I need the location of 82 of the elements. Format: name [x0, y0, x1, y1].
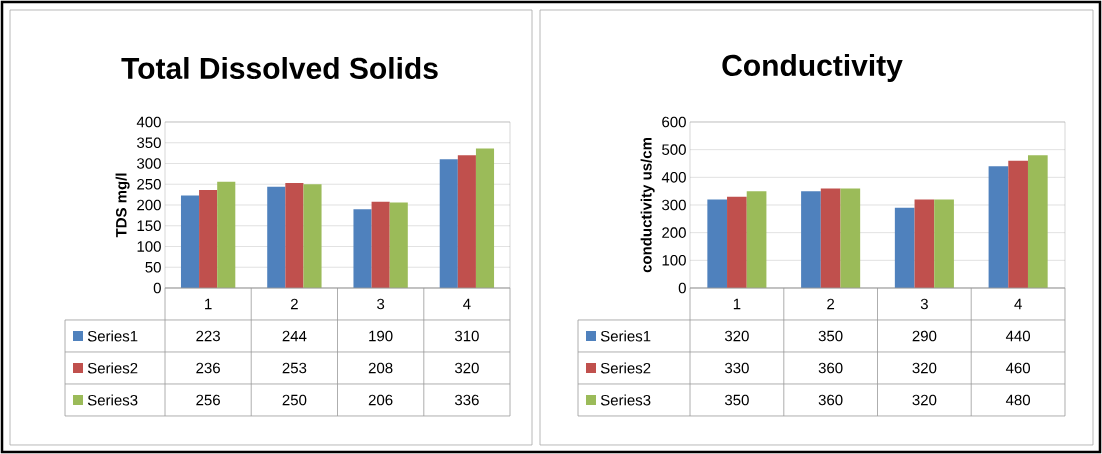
y-tick-label: 400 [661, 172, 686, 183]
data-label: 206 [368, 394, 393, 406]
data-label: 480 [1005, 394, 1031, 406]
y-tick-label: 100 [662, 255, 686, 266]
data-label: 320 [912, 362, 937, 374]
y-tick-label: 100 [137, 241, 161, 252]
x-tick-label: 2 [290, 298, 298, 310]
x-tick-label: 4 [463, 298, 471, 310]
bar [1008, 160, 1028, 288]
data-label: 250 [282, 394, 307, 406]
legend-label: Series3 [87, 394, 138, 406]
bar [894, 207, 915, 288]
y-tick-label: 0 [153, 282, 161, 294]
bar [801, 191, 821, 288]
bar [439, 159, 458, 288]
data-label: 256 [196, 394, 220, 406]
bar [914, 199, 935, 288]
bar [1027, 155, 1048, 288]
x-tick-label: 3 [377, 298, 385, 310]
data-label: 350 [724, 394, 749, 406]
chart-title: Total Dissolved Solids [121, 56, 438, 80]
data-label: 223 [196, 330, 220, 342]
x-tick-label: 1 [733, 298, 741, 310]
legend-label: Series1 [87, 330, 138, 342]
y-tick-label: 50 [145, 261, 161, 273]
y-tick-label: 300 [137, 158, 161, 169]
legend-label: Series3 [600, 394, 651, 406]
x-tick-label: 3 [920, 298, 928, 310]
data-label: 236 [196, 362, 220, 374]
data-label: 320 [912, 394, 937, 406]
y-tick-label: 200 [662, 227, 686, 238]
y-tick-label: 250 [137, 178, 161, 190]
bar [389, 202, 408, 288]
data-label: 460 [1005, 362, 1031, 374]
data-label: 208 [368, 362, 393, 374]
data-label: 310 [454, 330, 479, 342]
y-tick-label: 500 [662, 144, 686, 155]
legend-label: Series1 [600, 330, 651, 342]
legend-label: Series2 [87, 362, 138, 374]
data-label: 360 [818, 394, 843, 406]
data-label: 336 [454, 394, 479, 406]
bar [727, 196, 747, 288]
bar [934, 199, 954, 288]
data-label: 190 [369, 330, 393, 342]
data-label: 360 [818, 362, 843, 374]
y-tick-label: 400 [136, 116, 161, 128]
data-label: 440 [1005, 330, 1031, 342]
data-label: 244 [282, 330, 307, 342]
data-label: 320 [724, 330, 749, 342]
y-axis-title: conductivity us/cm [640, 138, 655, 273]
y-tick-label: 200 [137, 199, 161, 211]
bar [199, 190, 218, 288]
data-label: 350 [818, 330, 843, 342]
bar [371, 201, 390, 288]
bar [475, 148, 495, 288]
bar [746, 191, 767, 288]
bar [180, 195, 200, 288]
bar [988, 166, 1009, 288]
data-label: 320 [454, 362, 479, 374]
bar [303, 184, 322, 288]
y-tick-label: 600 [662, 116, 686, 128]
y-tick-label: 0 [678, 282, 686, 294]
y-tick-label: 350 [137, 137, 161, 149]
bar [840, 188, 861, 288]
x-tick-label: 4 [1014, 298, 1022, 310]
y-tick-label: 300 [662, 199, 686, 211]
bar [457, 155, 476, 288]
y-tick-label: 150 [137, 220, 161, 232]
data-label: 253 [282, 362, 307, 374]
bar [267, 186, 286, 288]
data-label: 330 [724, 362, 749, 374]
legend-label: Series2 [600, 362, 651, 374]
x-tick-label: 1 [205, 298, 212, 310]
data-label: 290 [912, 330, 937, 342]
x-tick-label: 2 [827, 298, 835, 310]
bar [285, 182, 304, 288]
chart-title: Conductivity [722, 54, 903, 82]
bar [217, 181, 236, 288]
y-axis-title: TDS mg/l [115, 173, 130, 238]
bar [353, 209, 372, 288]
bar [820, 188, 841, 288]
bar [707, 199, 728, 288]
